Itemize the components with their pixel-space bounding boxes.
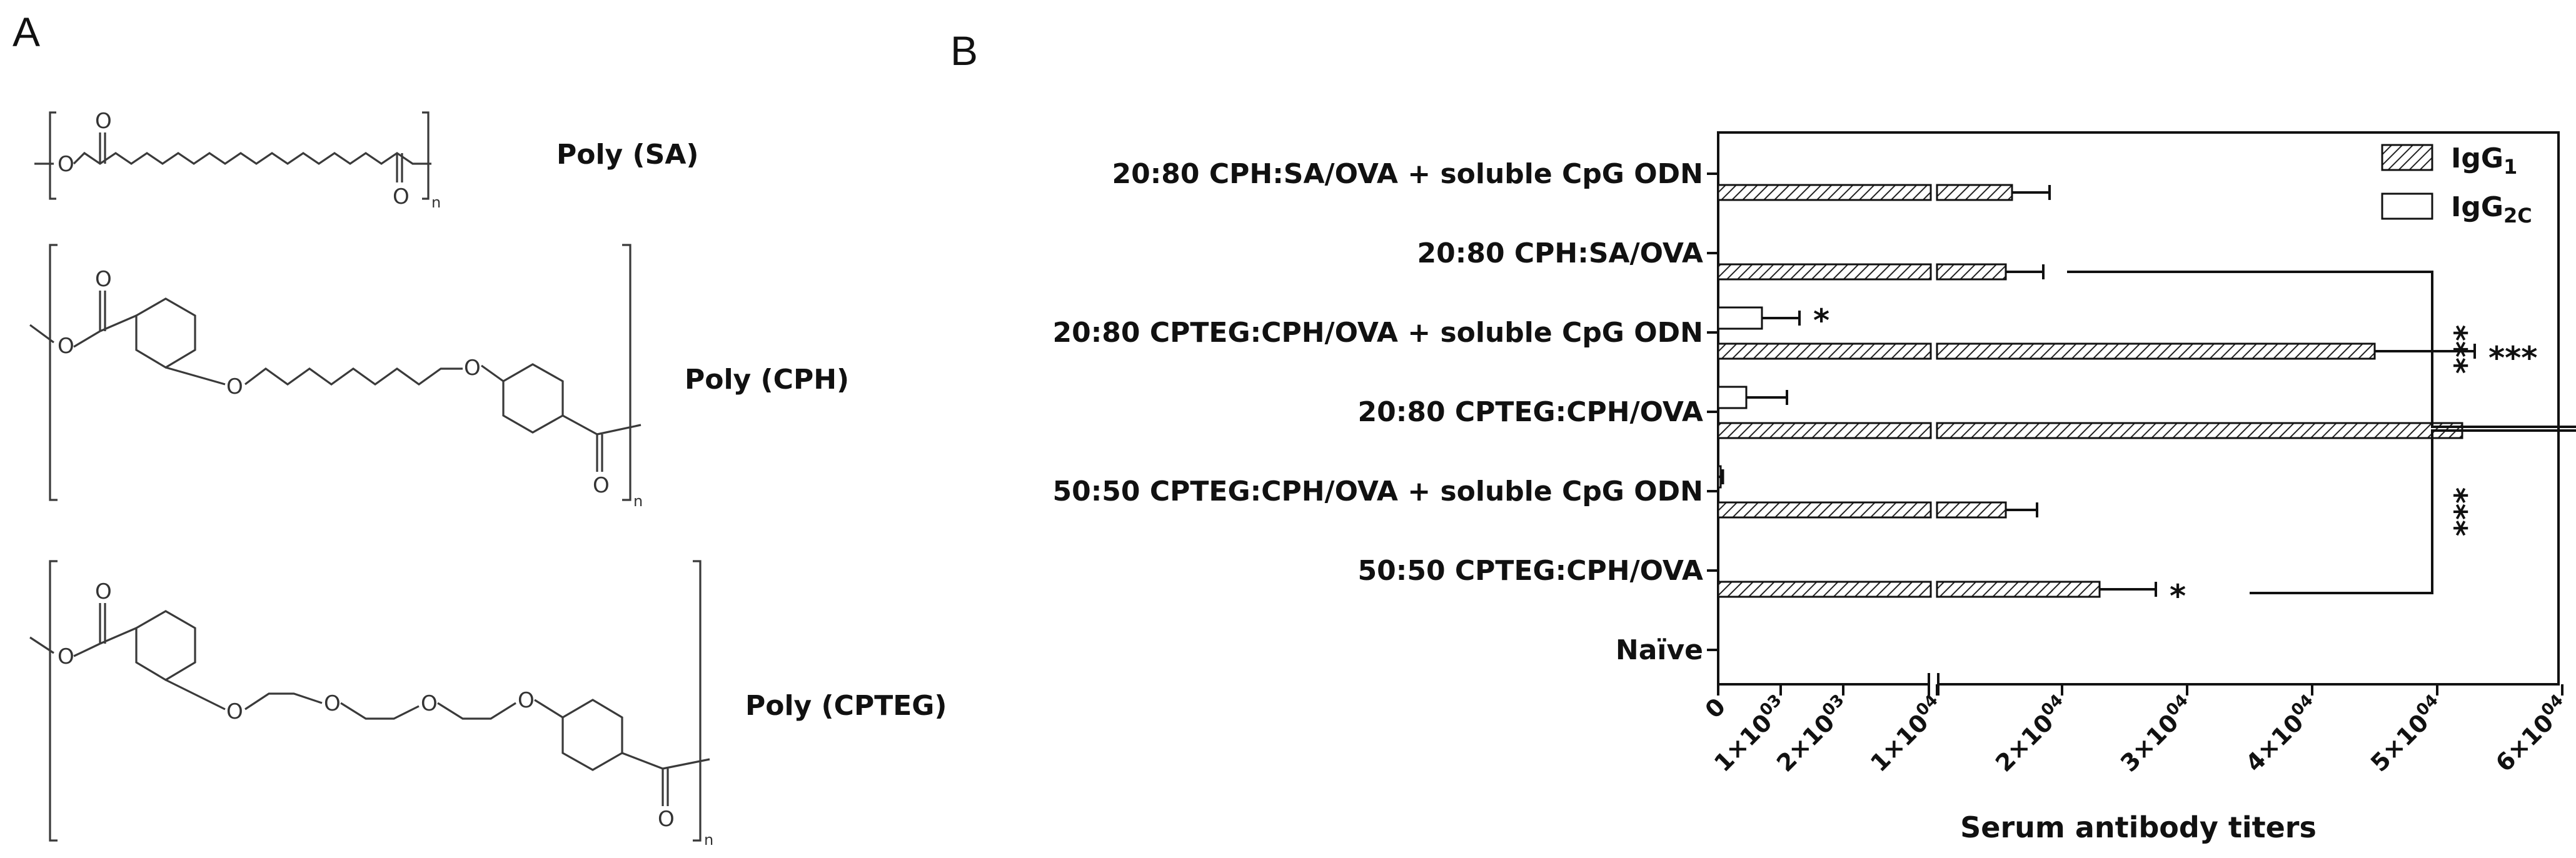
y-category-label: 50:50 CPTEG:CPH/OVA (1358, 555, 1703, 587)
poly-cph-structure: O O O O O n (29, 244, 643, 510)
repeat-n: n (431, 194, 441, 211)
structure-label: Poly (CPTEG) (745, 690, 947, 722)
y-category-label: 20:80 CPTEG:CPH/OVA (1358, 396, 1703, 428)
bar-igg1 (1936, 581, 2101, 598)
oxygen-atom: O (393, 184, 410, 209)
significance-mark: *** (2488, 340, 2537, 376)
y-category-label: 20:80 CPH:SA/OVA + soluble CpG ODN (1112, 158, 1703, 190)
x-tick-label: 5×1004 (2363, 691, 2450, 777)
x-tick-label: 2×1004 (1988, 691, 2075, 777)
bar-igg1 (1936, 501, 2007, 519)
oxygen-atom: O (58, 644, 74, 669)
bracket-significance: *** (2437, 487, 2473, 536)
bar-igg1 (1717, 263, 1932, 281)
oxygen-atom: O (58, 152, 74, 177)
legend-swatch (2381, 144, 2433, 171)
legend-label: IgG2C (2451, 191, 2532, 227)
oxygen-atom: O (95, 267, 112, 292)
bar-igg1 (1717, 501, 1932, 519)
oxygen-atom: O (421, 691, 438, 716)
y-category-label: 20:80 CPTEG:CPH/OVA + soluble CpG ODN (1052, 317, 1703, 349)
oxygen-atom: O (95, 109, 112, 134)
x-tick-label: 6×1004 (2488, 691, 2575, 777)
oxygen-atom: O (226, 699, 243, 724)
bracket-significance: *** (2437, 325, 2473, 374)
x-tick-label: 3×1004 (2113, 691, 2200, 777)
bar-igg1 (1717, 342, 1932, 360)
significance-mark: * (1813, 302, 1829, 339)
oxygen-atom: O (226, 374, 243, 399)
oxygen-atom: O (95, 579, 112, 604)
oxygen-atom: O (464, 356, 481, 381)
bar-igg2c (1717, 306, 1763, 330)
structure-label: Poly (SA) (556, 139, 699, 171)
comparison-bracket (2067, 271, 2576, 428)
antibody-titer-chart: 01×10032×10031×10042×10043×10044×10045×1… (1052, 131, 2576, 844)
repeat-n: n (704, 831, 713, 849)
oxygen-atom: O (324, 691, 341, 716)
x-tick-label: 4×1004 (2238, 691, 2325, 777)
bar-igg1 (1717, 184, 1932, 201)
comparison-bracket (2250, 429, 2576, 594)
panel-b-letter: B (950, 27, 978, 74)
repeat-n: n (633, 492, 643, 510)
structure-label: Poly (CPH) (685, 364, 849, 396)
legend-label: IgG1 (2451, 142, 2517, 179)
legend-swatch (2381, 192, 2433, 220)
y-category-label: Naïve (1616, 634, 1703, 666)
bar-igg1 (1717, 581, 1932, 598)
oxygen-atom: O (658, 807, 675, 832)
bar-igg1 (1936, 342, 2376, 360)
y-category-label: 50:50 CPTEG:CPH/OVA + soluble CpG ODN (1052, 476, 1703, 507)
oxygen-atom: O (58, 334, 74, 359)
bar-igg1 (1936, 184, 2013, 201)
poly-sa-structure: O O O n (34, 109, 441, 211)
significance-mark: * (2170, 578, 2186, 614)
panel-a-letter: A (13, 9, 40, 55)
oxygen-atom: O (518, 688, 535, 713)
bar-igg2c (1717, 386, 1748, 409)
oxygen-atom: O (593, 473, 610, 498)
poly-cpteg-structure: O O O O O O O n (29, 560, 713, 849)
bar-igg1 (1936, 422, 2463, 439)
x-tick-label: 1×1004 (1863, 691, 1950, 777)
x-tick-label: 0 (1700, 692, 1731, 724)
y-category-label: 20:80 CPH:SA/OVA (1417, 237, 1704, 269)
bar-igg1 (1717, 422, 1932, 439)
bar-igg1 (1936, 263, 2007, 281)
x-axis-label: Serum antibody titers (1960, 811, 2317, 844)
